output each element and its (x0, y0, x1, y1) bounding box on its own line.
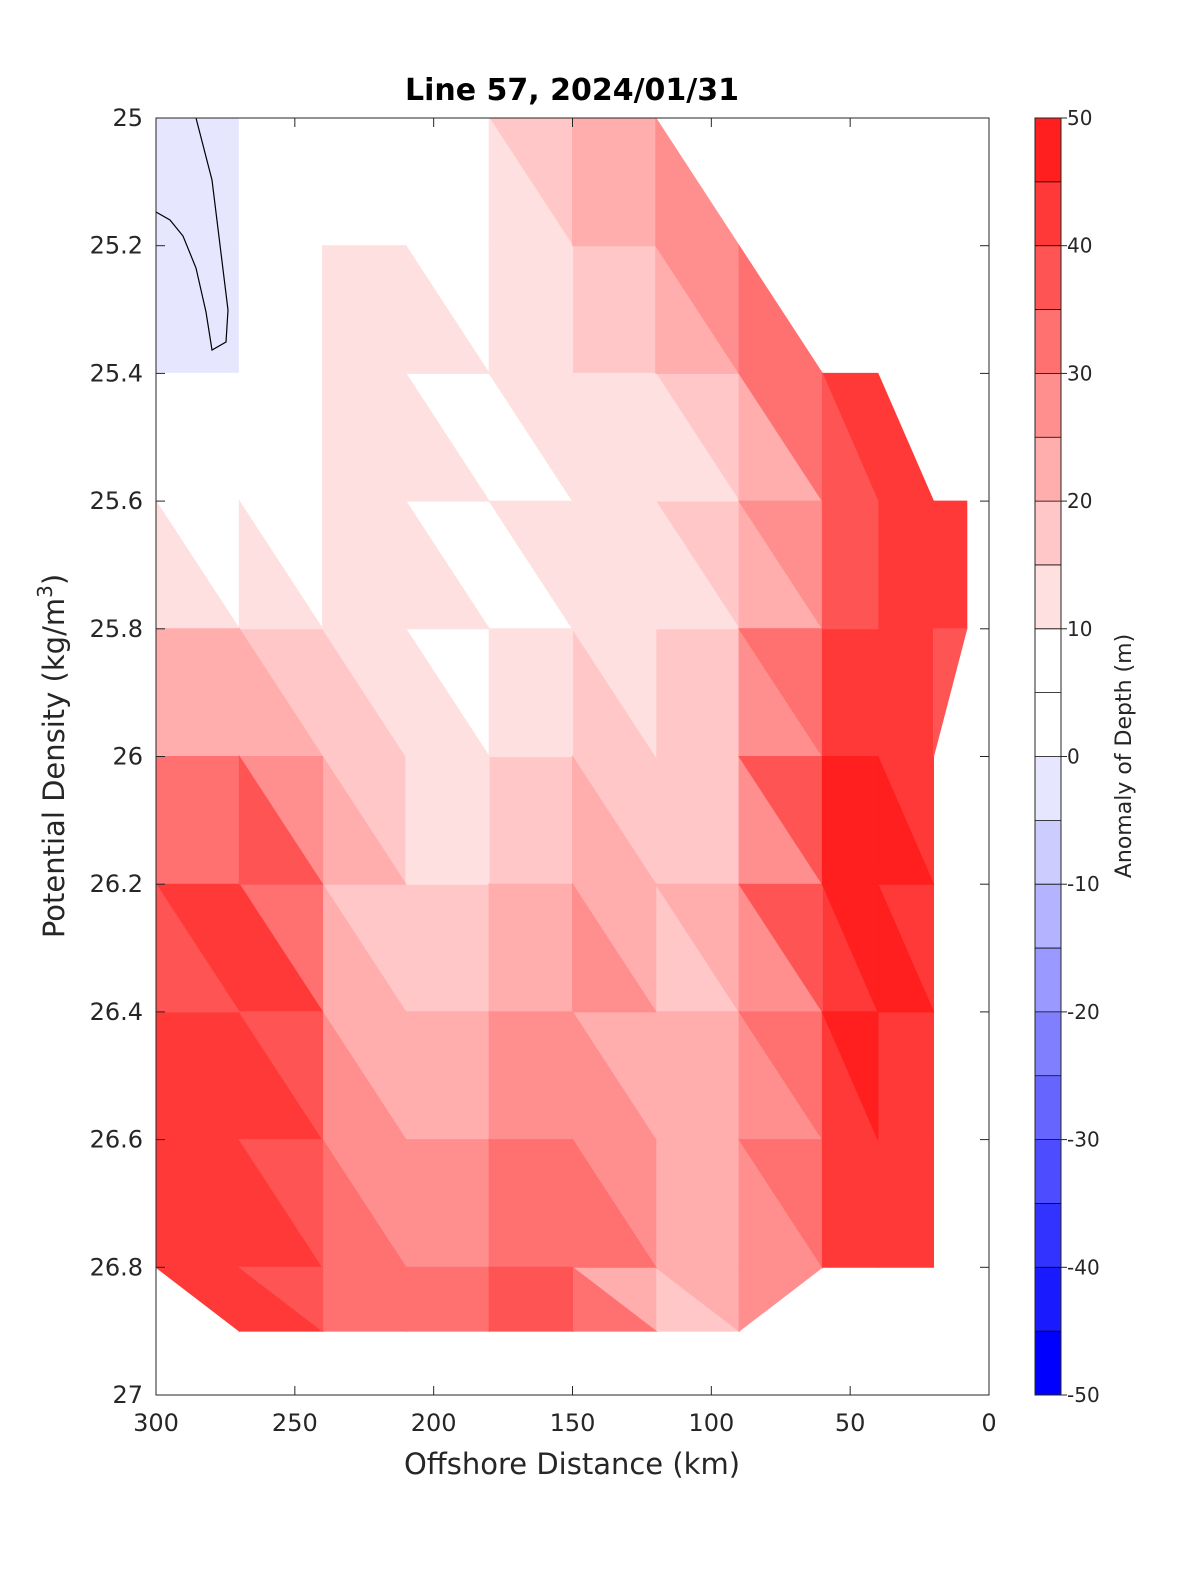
colorbar-band (1035, 564, 1061, 630)
x-tick-label: 50 (835, 1409, 866, 1437)
colorbar-band (1035, 373, 1061, 438)
contour-cell (877, 884, 935, 1013)
colorbar-tick-label: 30 (1067, 361, 1092, 385)
contour-band (156, 244, 824, 1333)
x-tick-label: 150 (550, 1409, 596, 1437)
colorbar-tick-label: 50 (1067, 106, 1092, 130)
colorbar-tick-label: -10 (1067, 872, 1100, 896)
colorbar-band (1035, 501, 1061, 566)
contour-cell (877, 1139, 935, 1268)
y-tick-label: 25.2 (90, 232, 143, 260)
colorbar-tick-label: 20 (1067, 489, 1092, 513)
contour-cell (655, 371, 741, 502)
contour-cell (821, 1139, 879, 1268)
y-tick-label: 25.6 (90, 487, 143, 515)
zero-contour-line (155, 117, 229, 351)
colorbar-band (1035, 1011, 1061, 1077)
y-axis-label-close: ) (37, 574, 71, 585)
colorbar-band (1035, 309, 1061, 374)
contour-band (156, 373, 968, 1333)
colorbar-band (1035, 181, 1061, 247)
colorbar-band (1035, 884, 1061, 949)
colorbar-tick-label: -20 (1067, 1000, 1100, 1024)
contour-cell (405, 754, 491, 885)
colorbar-band (1035, 692, 1061, 757)
y-tick-label: 26.4 (90, 998, 143, 1026)
y-tick-label: 25 (112, 104, 143, 132)
y-tick-label: 26.8 (90, 1253, 143, 1281)
y-ticks: 25 25.2 25.4 25.6 25.8 26 26.2 26.4 26.6 26.8 27 (90, 104, 989, 1409)
contour-cell (238, 1011, 324, 1142)
y-tick-label: 26.6 (90, 1126, 143, 1154)
contour-band (821, 756, 935, 1140)
contour-cell (572, 1137, 657, 1268)
colorbar-tick-label: 40 (1067, 234, 1092, 258)
colorbar-band (1035, 1331, 1061, 1396)
contour-cell (238, 754, 324, 885)
x-tick-label: 300 (133, 1409, 179, 1437)
contour-cell (405, 244, 491, 374)
contour-cell (821, 500, 879, 630)
colorbar-band (1035, 756, 1061, 821)
contour-cell (405, 1266, 491, 1332)
y-axis-label-main: Potential Density (kg/m (37, 598, 71, 938)
contour-cell (237, 1266, 324, 1333)
contour-cell (488, 627, 574, 757)
colorbar-band (1035, 1075, 1061, 1141)
y-axis-label: Potential Density (kg/m3) (33, 574, 71, 938)
colorbar-band (1035, 1203, 1061, 1268)
x-tick-label: 250 (272, 1409, 318, 1437)
y-tick-label: 25.4 (90, 359, 143, 387)
colorbar-band (1035, 820, 1061, 885)
contour-cell (655, 499, 741, 630)
contour-cell (238, 499, 324, 630)
contour-cell (572, 118, 657, 247)
colorbar: 50 40 30 20 10 0 -10 -20 -30 -40 -50 Anomaly of De… (1034, 106, 1137, 1407)
y-tick-label: 27 (112, 1381, 143, 1409)
contour-cell (738, 883, 823, 1014)
contour-cell (933, 628, 968, 757)
colorbar-band (1035, 118, 1061, 183)
y-axis-label-exponent: 3 (33, 585, 57, 598)
contour-cell (405, 371, 491, 502)
colorbar-band (1035, 1139, 1061, 1204)
contour-cell (488, 1266, 574, 1332)
colorbar-tick-label: -50 (1067, 1383, 1100, 1407)
x-tick-label: 0 (981, 1409, 996, 1437)
colorbar-ticks: 50 40 30 20 10 0 -10 -20 -30 -40 -50 (1061, 106, 1100, 1407)
contour-fills (156, 118, 968, 1333)
contour-cell (156, 883, 241, 1013)
contour-band (156, 118, 741, 886)
colorbar-tick-label: -30 (1067, 1128, 1100, 1152)
contour-cell (571, 628, 657, 759)
y-tick-label: 26.2 (90, 870, 143, 898)
colorbar-tick-label: 10 (1067, 617, 1092, 641)
colorbar-label: Anomaly of Depth (m) (1112, 634, 1137, 878)
contour-cell (572, 882, 657, 1013)
colorbar-tick-label: -40 (1067, 1255, 1100, 1279)
contour-cell (821, 1011, 879, 1140)
contour-cell (238, 1139, 324, 1269)
contour-band (156, 118, 241, 376)
contour-cell (738, 1266, 824, 1333)
colorbar-band (1035, 628, 1061, 694)
colorbar-band (1035, 948, 1061, 1013)
x-axis-label: Offshore Distance (km) (404, 1447, 740, 1481)
plot-area: 300 250 200 150 100 50 0 2525.225.425.625.8262… (90, 104, 997, 1437)
x-ticks: 300 250 200 150 100 50 0 (133, 118, 997, 1437)
contour-cell (877, 756, 935, 885)
contour-cell (405, 499, 491, 630)
y-tick-label: 26 (112, 743, 143, 771)
chart-title: Line 57, 2024/01/31 (405, 73, 739, 108)
contour-band (156, 118, 574, 759)
x-tick-label: 100 (688, 1409, 734, 1437)
colorbar-band (1035, 245, 1061, 311)
y-tick-label: 25.8 (90, 615, 143, 643)
colorbar-band (1035, 437, 1061, 502)
colorbar-bands (1035, 118, 1061, 1396)
colorbar-band (1035, 1267, 1061, 1332)
colorbar-tick-label: 0 (1067, 745, 1080, 769)
x-tick-label: 200 (411, 1409, 457, 1437)
